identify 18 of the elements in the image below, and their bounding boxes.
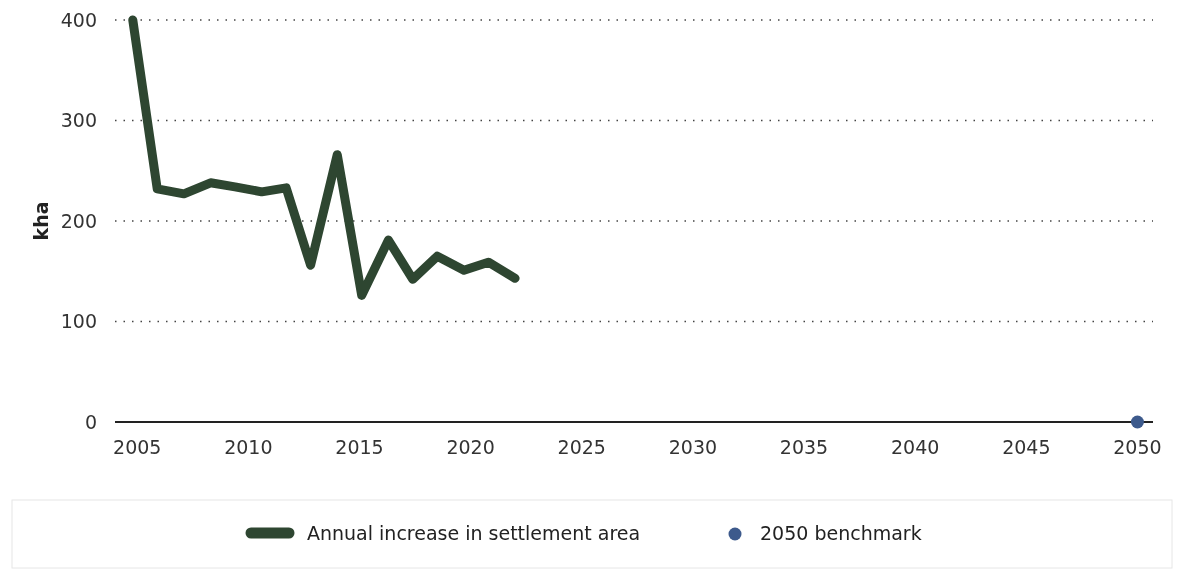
x-tick-label: 2035 xyxy=(779,436,829,458)
x-tick-label: 2050 xyxy=(1113,436,1162,458)
y-tick-label: 100 xyxy=(60,310,97,333)
x-tick-label: 2005 xyxy=(113,436,162,458)
x-tick-label: 2040 xyxy=(890,436,940,458)
legend-label: 2050 benchmark xyxy=(760,521,922,544)
x-tick-label: 2030 xyxy=(668,436,718,458)
y-tick-label: 200 xyxy=(60,209,97,232)
x-tick-label: 2025 xyxy=(557,436,606,458)
y-tick-label: 0 xyxy=(84,410,97,433)
x-tick-label: 2010 xyxy=(224,436,273,458)
y-tick-label: 300 xyxy=(60,109,97,132)
y-axis-title: kha xyxy=(30,201,52,241)
x-tick-label: 2045 xyxy=(1002,436,1051,458)
y-tick-label: 400 xyxy=(60,8,97,31)
x-tick-label: 2015 xyxy=(335,436,384,458)
legend-label: Annual increase in settlement area xyxy=(307,521,641,544)
x-tick-label: 2020 xyxy=(446,436,495,458)
